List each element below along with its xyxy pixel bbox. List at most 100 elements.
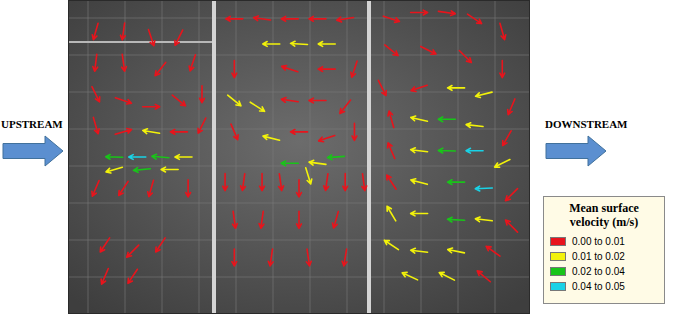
plot-frame: [69, 1, 530, 314]
velocity-vector: [128, 269, 137, 283]
velocity-vector: [152, 154, 169, 159]
legend-label: 0.00 to 0.01: [572, 236, 625, 247]
velocity-vector: [263, 42, 280, 47]
velocity-vector: [161, 167, 178, 172]
flow-arrow: [546, 136, 606, 166]
legend-swatch: [550, 237, 566, 246]
velocity-vector: [476, 92, 493, 97]
tile-line: [125, 0, 126, 314]
velocity-vector: [93, 54, 98, 71]
velocity-vector: [378, 80, 386, 95]
tile-line: [199, 0, 200, 314]
velocity-vector: [232, 249, 237, 266]
tile-line: [458, 0, 459, 314]
velocity-vector: [306, 168, 312, 184]
velocity-vector: [309, 160, 326, 165]
velocity-vector: [143, 104, 160, 109]
legend-label: 0.02 to 0.04: [572, 266, 625, 277]
velocity-vector: [279, 174, 284, 191]
tile-line: [495, 0, 496, 314]
velocity-vector: [475, 217, 492, 222]
velocity-vector: [186, 180, 191, 197]
velocity-vector: [467, 14, 481, 23]
velocity-vector: [387, 175, 396, 189]
velocity-vector: [495, 159, 510, 167]
velocity-vector: [129, 155, 146, 160]
velocity-vector: [291, 41, 308, 46]
velocity-vector: [318, 67, 335, 72]
velocity-vector: [260, 174, 265, 191]
velocity-vector: [122, 54, 127, 71]
velocity-vector: [506, 189, 518, 201]
velocity-vector: [411, 248, 428, 253]
velocity-vector: [101, 269, 108, 285]
velocity-vector: [411, 211, 428, 216]
legend-swatch: [550, 282, 566, 291]
vector-field: [92, 10, 518, 284]
velocity-vector: [170, 129, 187, 134]
velocity-vector: [508, 99, 515, 115]
legend-entry: 0.04 to 0.05: [550, 279, 658, 294]
velocity-vector: [506, 220, 518, 232]
legend-entry: 0.00 to 0.01: [550, 234, 658, 249]
legend-label: 0.01 to 0.02: [572, 251, 625, 262]
velocity-vector: [411, 116, 428, 121]
tile-line: [68, 55, 530, 56]
velocity-vector: [226, 16, 243, 21]
velocity-vector: [351, 61, 357, 77]
velocity-vector: [362, 174, 367, 191]
annotation: DOWNSTREAM: [545, 118, 628, 130]
velocity-vector: [388, 143, 395, 159]
velocity-vector: [127, 245, 139, 257]
tile-line: [68, 18, 530, 19]
velocity-vector: [148, 30, 154, 46]
velocity-vector: [93, 117, 99, 133]
velocity-vector: [268, 249, 273, 266]
velocity-vector: [411, 85, 427, 91]
legend-title: Mean surface velocity (m/s): [550, 201, 658, 229]
velocity-vector: [411, 179, 427, 185]
flow-arrow: [3, 136, 63, 166]
velocity-vector: [232, 61, 237, 78]
velocity-vector: [340, 100, 351, 113]
velocity-vector: [411, 148, 428, 153]
legend: Mean surface velocity (m/s) 0.00 to 0.01 0…: [543, 196, 665, 304]
velocity-vector: [306, 249, 311, 266]
velocity-vector: [385, 45, 398, 56]
velocity-vector: [466, 123, 483, 128]
velocity-vector: [233, 211, 238, 228]
velocity-vector: [448, 86, 465, 91]
velocity-vector: [143, 129, 160, 134]
velocity-vector: [115, 98, 131, 104]
tile-line: [310, 0, 311, 314]
velocity-vector: [475, 186, 492, 191]
velocity-vector: [92, 23, 98, 39]
velocity-vector: [459, 51, 471, 63]
annotation: UPSTREAM: [1, 118, 63, 130]
photo-background: [68, 0, 530, 314]
velocity-vector: [282, 66, 298, 72]
velocity-vector: [254, 16, 271, 21]
velocity-vector: [297, 211, 302, 228]
velocity-vector: [92, 181, 99, 197]
velocity-vector: [439, 272, 454, 280]
velocity-vector: [383, 16, 399, 22]
tile-line: [68, 203, 530, 204]
velocity-vector: [486, 246, 500, 256]
velocity-vector: [448, 180, 465, 185]
panel-divider: [367, 0, 371, 314]
velocity-vector: [263, 135, 280, 140]
tile-line: [68, 166, 530, 167]
velocity-vector: [388, 111, 394, 127]
velocity-vector: [133, 168, 150, 173]
velocity-vector: [324, 174, 329, 191]
velocity-vector: [384, 240, 398, 249]
velocity-vector: [115, 128, 131, 134]
tile-edge: [68, 41, 214, 43]
velocity-vector: [352, 123, 357, 140]
velocity-vector: [148, 180, 154, 196]
panel-divider: [212, 0, 216, 314]
velocity-vector: [106, 167, 122, 173]
velocity-vector: [92, 87, 100, 102]
velocity-vector: [500, 61, 505, 78]
